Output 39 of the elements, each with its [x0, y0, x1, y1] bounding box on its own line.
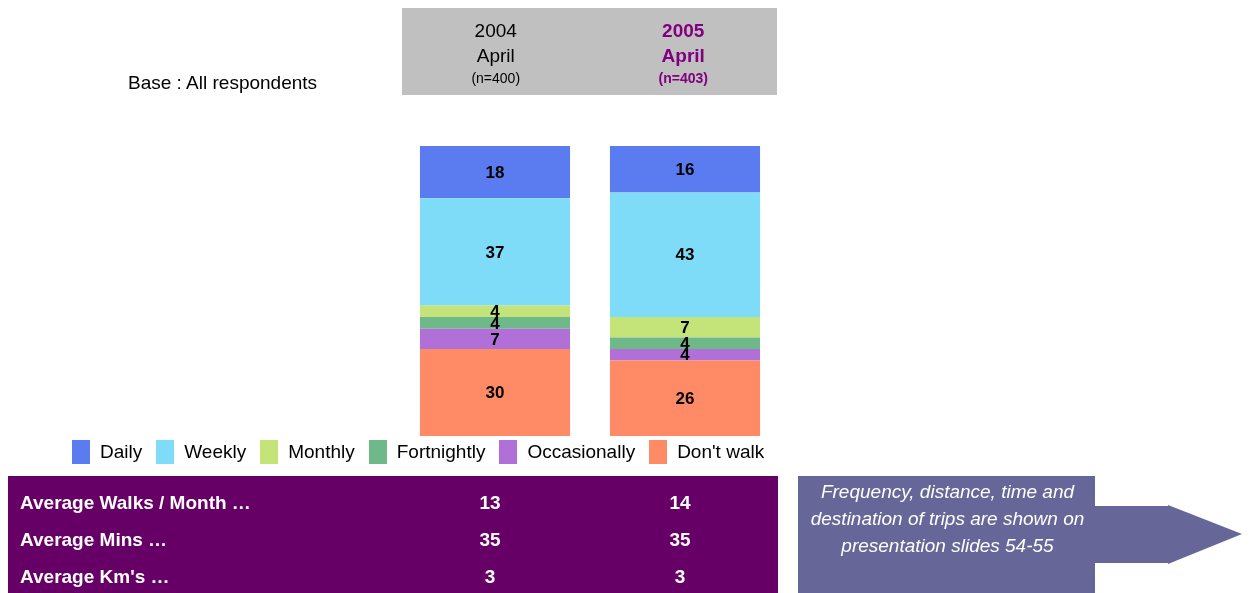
text: 3	[673, 566, 687, 588]
bar	[609, 360, 761, 436]
bar	[609, 337, 761, 349]
data-label: 7	[680, 317, 690, 337]
data-label: 16	[675, 159, 695, 179]
data-label: 18	[485, 162, 505, 182]
bar	[419, 349, 571, 436]
text: Base : All respondents	[128, 72, 318, 94]
legend-label: Monthly	[288, 441, 355, 463]
bar	[609, 146, 761, 193]
bar	[419, 146, 571, 199]
bar	[609, 192, 761, 318]
legend-label: Fortnightly	[396, 441, 486, 463]
text: Frequency, distance, time and destination of trips are shown on presentation slides 54-55	[809, 480, 1086, 558]
bar	[419, 198, 571, 306]
data-label: 26	[675, 388, 695, 408]
bar	[419, 317, 571, 329]
data-label: 43	[675, 245, 695, 265]
bar	[609, 317, 761, 338]
text: 14	[668, 492, 692, 514]
text: Average Walks / Month …	[20, 492, 251, 514]
text: Average Mins …	[20, 529, 168, 551]
legend-label: Daily	[100, 441, 143, 463]
text: 3	[483, 566, 497, 588]
data-label: 37	[485, 242, 505, 262]
legend-label: Weekly	[184, 441, 247, 463]
data-label: 7	[490, 329, 500, 349]
bar	[419, 305, 571, 318]
x-tick-label: 2005 April (n=403)	[657, 19, 709, 88]
bar	[419, 328, 571, 349]
legend-label: Occasionally	[527, 441, 636, 463]
bar	[609, 349, 761, 361]
legend-label: Don't walk	[677, 441, 765, 463]
x-tick-label: 2004 April (n=400)	[470, 19, 522, 88]
text: 35	[668, 529, 692, 551]
data-label: 30	[485, 383, 505, 403]
text: 35	[478, 529, 502, 551]
text: Average Km's …	[20, 566, 170, 588]
text: 13	[478, 492, 502, 514]
